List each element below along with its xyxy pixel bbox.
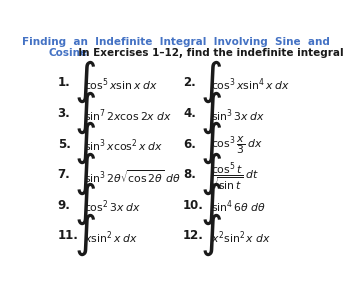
Text: $\sin^7 2x \cos 2x\; dx$: $\sin^7 2x \cos 2x\; dx$ xyxy=(84,107,172,124)
Text: 7.: 7. xyxy=(58,168,71,181)
Text: $\int$: $\int$ xyxy=(200,59,222,105)
Text: $\cos^2 3x\; dx$: $\cos^2 3x\; dx$ xyxy=(84,199,141,215)
Text: $\sin^4 6\theta\; d\theta$: $\sin^4 6\theta\; d\theta$ xyxy=(211,199,266,215)
Text: 11.: 11. xyxy=(58,229,78,242)
Text: 1.: 1. xyxy=(58,76,71,89)
Text: $\int$: $\int$ xyxy=(74,150,96,197)
Text: $\int$: $\int$ xyxy=(200,89,222,136)
Text: $\int$: $\int$ xyxy=(74,89,96,136)
Text: Cosine: Cosine xyxy=(48,48,87,58)
Text: $x \sin^2 x\; dx$: $x \sin^2 x\; dx$ xyxy=(84,230,138,246)
Text: 2.: 2. xyxy=(183,76,196,89)
Text: 10.: 10. xyxy=(183,198,204,211)
Text: 12.: 12. xyxy=(183,229,204,242)
Text: $\cos^5 x \sin x\; dx$: $\cos^5 x \sin x\; dx$ xyxy=(84,77,158,93)
Text: $\int$: $\int$ xyxy=(200,120,222,166)
Text: $\cos^3 x \sin^4 x\; dx$: $\cos^3 x \sin^4 x\; dx$ xyxy=(211,77,290,93)
Text: $\int$: $\int$ xyxy=(74,211,96,258)
Text: $\int$: $\int$ xyxy=(200,181,222,227)
Text: $x^2 \sin^2 x\; dx$: $x^2 \sin^2 x\; dx$ xyxy=(211,230,271,246)
Text: $\int$: $\int$ xyxy=(74,59,96,105)
Text: Finding  an  Indefinite  Integral  Involving  Sine  and: Finding an Indefinite Integral Involving… xyxy=(22,37,330,47)
Text: $\int$: $\int$ xyxy=(74,120,96,166)
Text: $\int$: $\int$ xyxy=(200,211,222,258)
Text: $\sin^3 3x\; dx$: $\sin^3 3x\; dx$ xyxy=(211,107,265,124)
Text: 9.: 9. xyxy=(58,198,71,211)
Text: 3.: 3. xyxy=(58,107,71,120)
Text: $\sin^3 2\theta\sqrt{\cos 2\theta}\; d\theta$: $\sin^3 2\theta\sqrt{\cos 2\theta}\; d\t… xyxy=(84,168,181,185)
Text: $\int$: $\int$ xyxy=(200,150,222,197)
Text: $\dfrac{\cos^5 t}{\sqrt{\sin t}}\; dt$: $\dfrac{\cos^5 t}{\sqrt{\sin t}}\; dt$ xyxy=(211,160,259,193)
Text: 5.: 5. xyxy=(58,138,71,151)
Text: 8.: 8. xyxy=(183,168,196,181)
Text: $\int$: $\int$ xyxy=(74,181,96,227)
Text: $\cos^3 \dfrac{x}{3}\; dx$: $\cos^3 \dfrac{x}{3}\; dx$ xyxy=(211,135,263,157)
Text: 6.: 6. xyxy=(183,138,196,151)
Text: In Exercises 1–12, find the indefinite integral.: In Exercises 1–12, find the indefinite i… xyxy=(71,48,344,58)
Text: 4.: 4. xyxy=(183,107,196,120)
Text: $\sin^3 x \cos^2 x\; dx$: $\sin^3 x \cos^2 x\; dx$ xyxy=(84,138,163,155)
